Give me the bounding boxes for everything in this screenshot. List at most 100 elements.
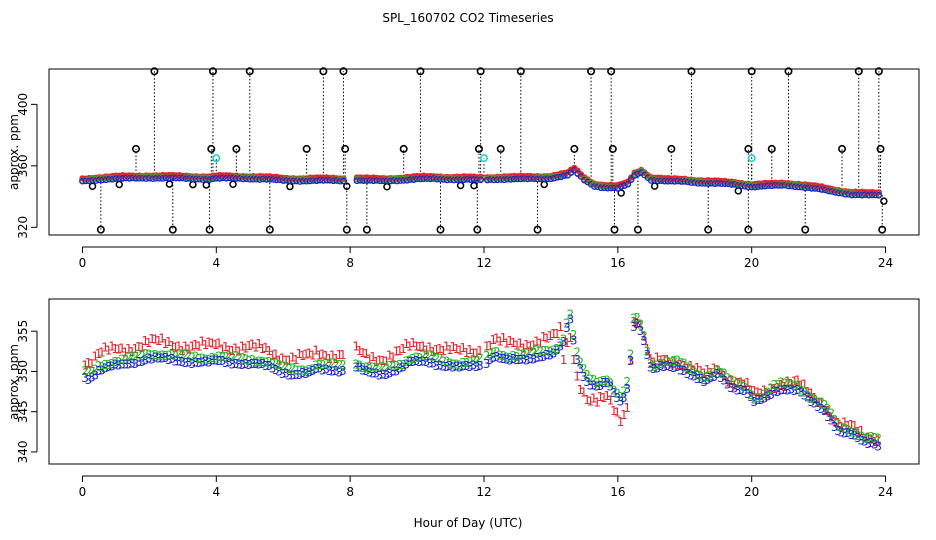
flag-low-marker bbox=[610, 225, 619, 234]
series3-point bbox=[457, 176, 464, 184]
series2-marker: 2 bbox=[138, 349, 146, 363]
series3-marker: 3 bbox=[105, 360, 113, 374]
y-tick-label: 360 bbox=[16, 154, 30, 177]
series3-point bbox=[758, 182, 766, 190]
series2-marker: 2 bbox=[737, 377, 745, 391]
series1-marker: 1 bbox=[242, 341, 250, 355]
series2-marker: 2 bbox=[587, 372, 595, 386]
series3-marker: 3 bbox=[670, 361, 678, 375]
series2-marker: 2 bbox=[831, 413, 839, 427]
flag-near-marker bbox=[880, 197, 888, 205]
series1-marker: 1 bbox=[212, 338, 220, 352]
series2-marker: 2 bbox=[269, 357, 277, 371]
series1-marker: 1 bbox=[229, 344, 237, 358]
series1-marker: 1 bbox=[597, 390, 605, 404]
series1-marker: 1 bbox=[593, 396, 601, 410]
series2-marker: 2 bbox=[222, 350, 230, 364]
series1-marker: 1 bbox=[285, 354, 293, 368]
flag-cyan-marker bbox=[212, 154, 221, 163]
series2-marker: 2 bbox=[483, 349, 491, 363]
series3-marker: 3 bbox=[844, 426, 852, 440]
x-tick-label: 8 bbox=[346, 256, 354, 270]
series2-marker: 2 bbox=[285, 362, 293, 376]
series3-marker: 3 bbox=[128, 356, 136, 370]
series3-marker: 3 bbox=[573, 353, 581, 367]
series1-marker: 1 bbox=[306, 347, 314, 361]
series3-marker: 3 bbox=[433, 359, 441, 373]
top-plot-frame bbox=[48, 68, 920, 236]
flag-near-marker bbox=[88, 182, 97, 190]
series3-point bbox=[560, 172, 568, 179]
series2-marker: 2 bbox=[436, 351, 444, 365]
series2-marker: 2 bbox=[386, 359, 394, 373]
series2-marker: 2 bbox=[550, 344, 558, 358]
series2-marker: 2 bbox=[520, 348, 528, 362]
series3-point bbox=[761, 182, 769, 190]
series3-marker: 3 bbox=[339, 364, 347, 378]
series1-marker: 1 bbox=[754, 386, 762, 400]
series2-marker: 2 bbox=[774, 378, 782, 392]
series3-point bbox=[507, 176, 515, 183]
series2-marker: 2 bbox=[379, 360, 387, 374]
series1-marker: 1 bbox=[259, 342, 267, 356]
series2-marker: 2 bbox=[118, 352, 126, 366]
series1-marker: 1 bbox=[449, 340, 457, 354]
series3-marker: 3 bbox=[764, 389, 772, 403]
series1-marker: 1 bbox=[456, 343, 464, 357]
series1-marker: 1 bbox=[530, 339, 538, 353]
series2-marker: 2 bbox=[727, 373, 735, 387]
series2-marker: 2 bbox=[249, 353, 257, 367]
flag-mid-marker bbox=[767, 144, 776, 153]
series3-marker: 3 bbox=[232, 357, 240, 371]
series3-marker: 3 bbox=[633, 317, 641, 331]
series2-marker: 2 bbox=[620, 385, 628, 399]
series3-point bbox=[400, 177, 408, 184]
series1-marker: 1 bbox=[620, 408, 628, 422]
series3-marker: 3 bbox=[436, 358, 444, 372]
bottom-plot-frame bbox=[48, 298, 920, 465]
series1-marker: 1 bbox=[222, 340, 230, 354]
series2-marker: 2 bbox=[660, 357, 668, 371]
series1-marker: 1 bbox=[610, 404, 618, 418]
series1-marker: 1 bbox=[801, 377, 809, 391]
series1-marker: 1 bbox=[771, 382, 779, 396]
series1-marker: 1 bbox=[687, 359, 695, 373]
series2-marker: 2 bbox=[279, 359, 287, 373]
series2-marker: 2 bbox=[336, 358, 344, 372]
flag-mid-marker bbox=[207, 144, 216, 153]
series3-marker: 3 bbox=[643, 348, 651, 362]
series3-point bbox=[711, 180, 719, 188]
series1-marker: 1 bbox=[510, 336, 518, 350]
series3-marker: 3 bbox=[510, 352, 518, 366]
series3-point bbox=[858, 191, 866, 199]
series3-marker: 3 bbox=[88, 370, 96, 384]
series3-marker: 3 bbox=[396, 362, 404, 376]
series3-marker: 3 bbox=[332, 364, 340, 378]
series1-marker: 1 bbox=[490, 333, 498, 347]
series1-marker: 1 bbox=[302, 348, 310, 362]
series2-marker: 2 bbox=[767, 382, 775, 396]
flag-mid-marker bbox=[570, 144, 579, 153]
series3-marker: 3 bbox=[824, 410, 832, 424]
series3-marker: 3 bbox=[476, 359, 484, 373]
series3-marker: 3 bbox=[556, 340, 564, 354]
x-axis-label: Hour of Day (UTC) bbox=[414, 516, 523, 530]
series1-marker: 1 bbox=[175, 340, 183, 354]
series3-marker: 3 bbox=[376, 368, 384, 382]
series3-marker: 3 bbox=[623, 382, 631, 396]
series1-marker: 1 bbox=[781, 380, 789, 394]
series1-marker: 1 bbox=[429, 345, 437, 359]
series3-point bbox=[557, 173, 565, 181]
series2-marker: 2 bbox=[168, 348, 176, 362]
series3-marker: 3 bbox=[115, 358, 123, 372]
series3-marker: 3 bbox=[630, 320, 638, 334]
series3-point bbox=[410, 176, 418, 183]
series3-marker: 3 bbox=[466, 360, 474, 374]
series3-marker: 3 bbox=[684, 367, 692, 381]
series2-marker: 2 bbox=[848, 425, 856, 439]
series3-marker: 3 bbox=[804, 391, 812, 405]
flag-high-marker bbox=[208, 67, 217, 76]
series3-marker: 3 bbox=[587, 378, 595, 392]
series2-marker: 2 bbox=[593, 376, 601, 390]
